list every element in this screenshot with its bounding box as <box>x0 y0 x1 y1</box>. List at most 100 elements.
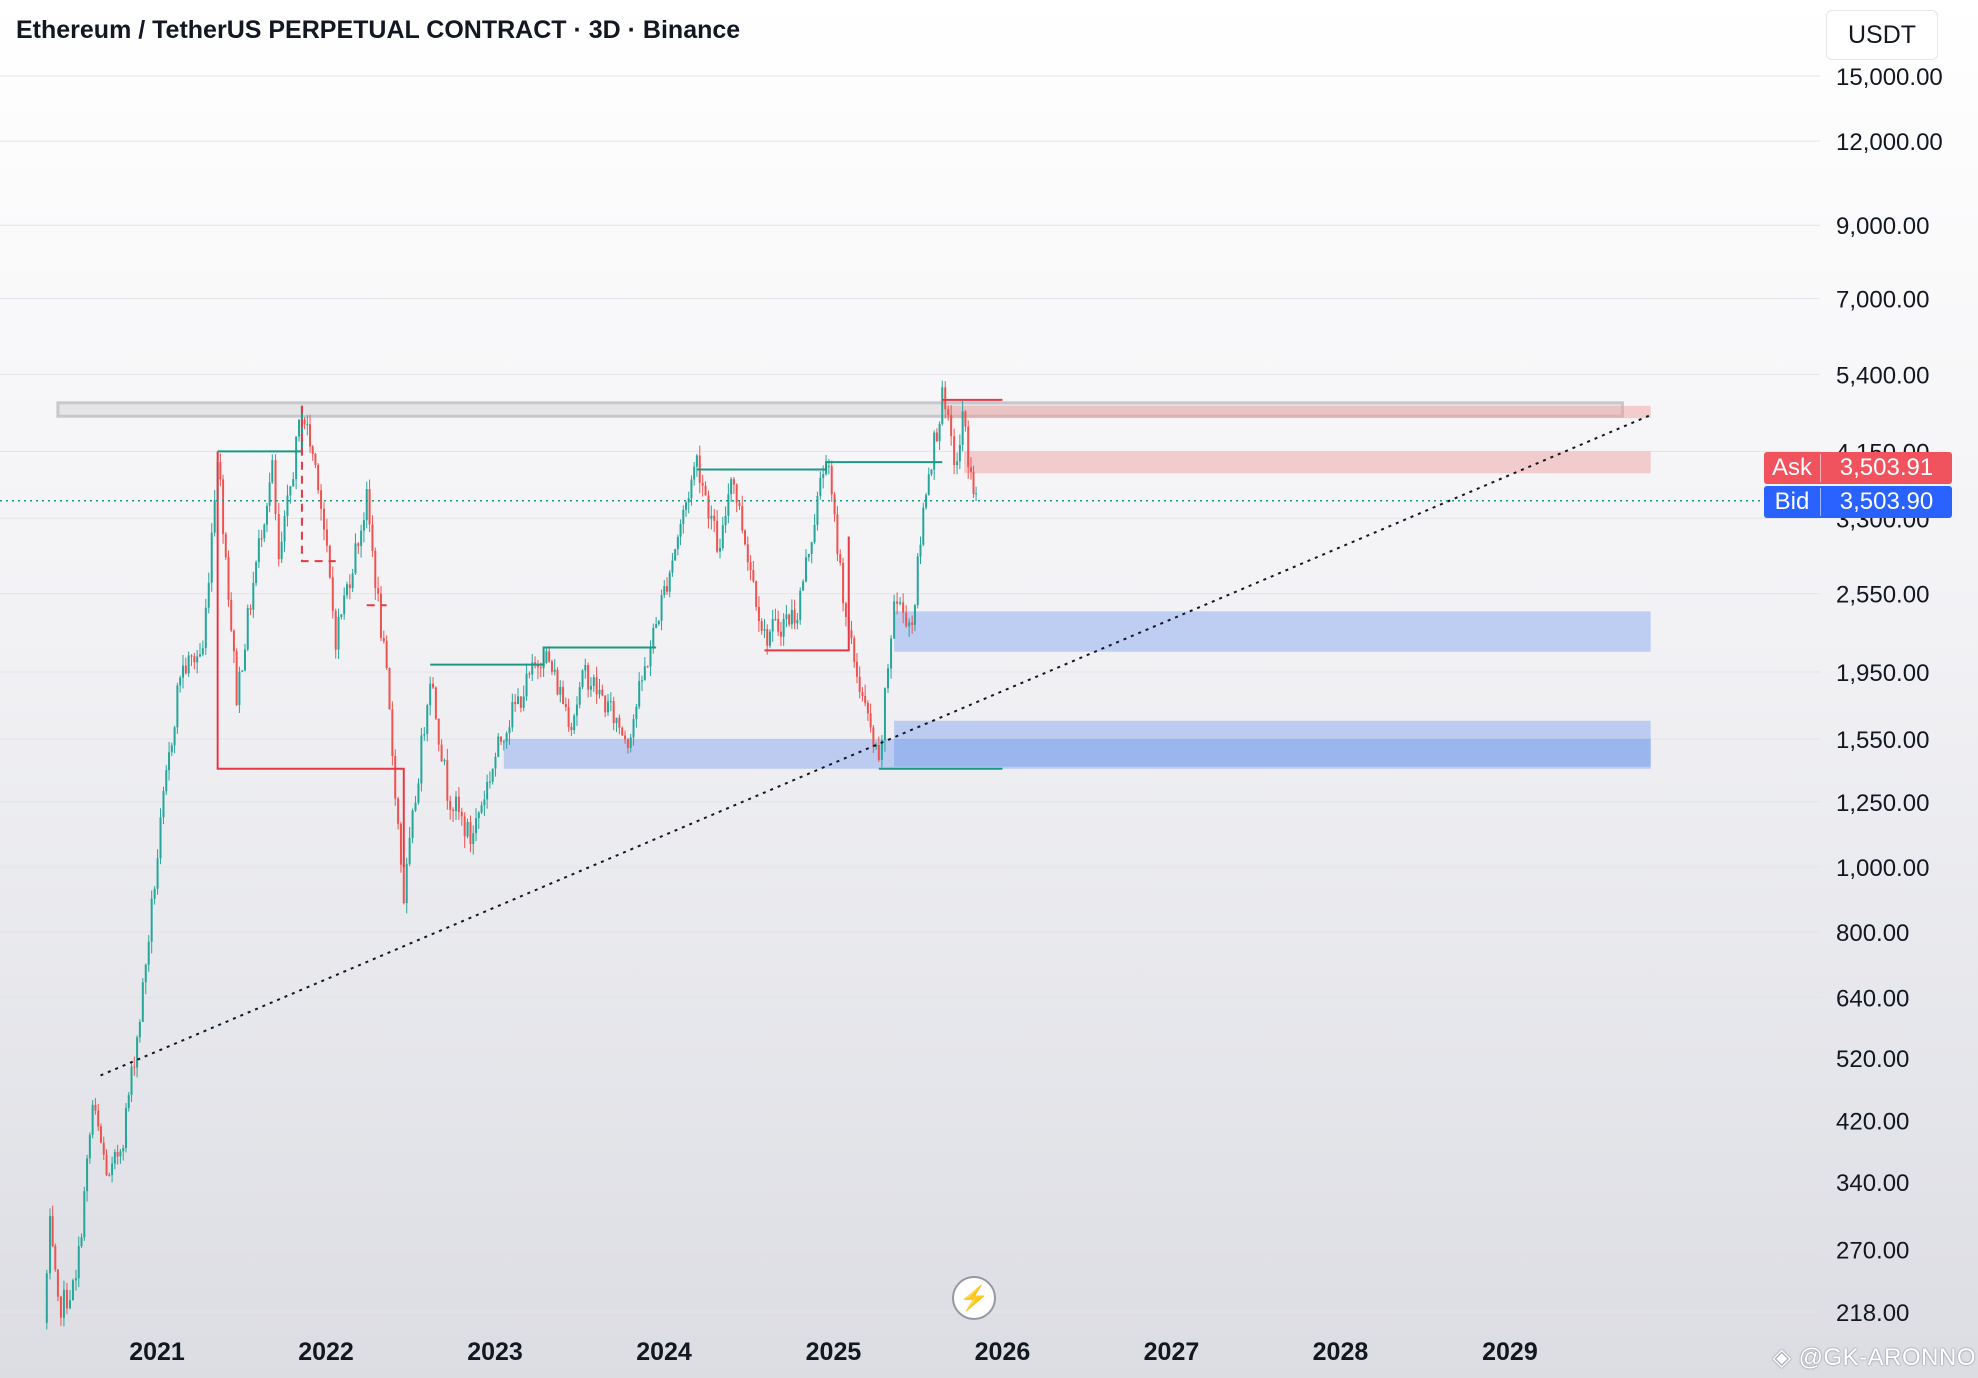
candle <box>839 549 842 566</box>
y-tick-label: 1,550.00 <box>1836 727 1929 754</box>
candle <box>883 687 886 752</box>
x-tick-label: 2021 <box>129 1338 185 1366</box>
candle <box>553 659 556 676</box>
lightning-bolt-icon[interactable]: ⚡ <box>952 1276 996 1320</box>
candle <box>589 677 592 697</box>
candle <box>866 700 869 721</box>
candle <box>570 722 573 736</box>
candle <box>777 610 780 636</box>
candle <box>170 742 173 757</box>
candle <box>771 609 774 642</box>
candle-body <box>730 479 733 495</box>
candle-body <box>260 538 263 540</box>
candle-body <box>99 1126 102 1143</box>
candle <box>224 532 227 560</box>
candle-body <box>190 655 193 657</box>
candle-body <box>144 964 147 983</box>
candle-body <box>587 665 590 690</box>
ask-value: 3,503.91 <box>1820 454 1952 482</box>
candle <box>961 400 964 452</box>
candle <box>933 430 936 480</box>
candle-body <box>663 586 666 596</box>
candle-body <box>86 1158 89 1192</box>
candle-body <box>964 411 967 427</box>
candle-body <box>268 482 271 506</box>
candle-body <box>130 1066 133 1095</box>
candle-body <box>62 1289 65 1318</box>
candle <box>311 445 314 461</box>
candle-body <box>887 668 890 689</box>
candle <box>643 657 646 681</box>
zone-red <box>945 405 1651 419</box>
candle-body <box>972 471 975 495</box>
candle-body <box>466 822 469 837</box>
currency-selector[interactable]: USDT <box>1826 10 1938 60</box>
candle-body <box>967 426 970 468</box>
candle <box>150 890 153 954</box>
candle-body <box>629 737 632 748</box>
zone-blue <box>894 611 1651 652</box>
candle-body <box>204 607 207 649</box>
candle-body <box>893 601 896 639</box>
candle <box>443 758 446 766</box>
candle-body <box>589 686 592 690</box>
candle <box>760 618 763 635</box>
candle-body <box>280 541 283 560</box>
candle-body <box>314 454 317 466</box>
candle-body <box>690 479 693 499</box>
candle <box>168 741 171 781</box>
candle-body <box>394 756 397 799</box>
candle-body <box>292 479 295 487</box>
candle <box>810 541 813 564</box>
candle <box>159 808 162 865</box>
candle <box>325 518 328 553</box>
candle <box>337 608 340 660</box>
candle <box>454 791 457 820</box>
candle <box>872 724 875 753</box>
candle <box>615 717 618 733</box>
candle-body <box>827 465 830 467</box>
candle-body <box>607 701 610 713</box>
candle <box>320 484 323 521</box>
candle <box>457 787 460 820</box>
candle-body <box>162 791 165 818</box>
candle-body <box>54 1245 57 1270</box>
candle <box>621 726 624 736</box>
candle <box>956 452 959 475</box>
candle <box>531 654 534 682</box>
candle-body <box>460 811 463 817</box>
candle-body <box>224 534 227 558</box>
candle-body <box>779 631 782 637</box>
candle <box>719 538 722 559</box>
candle-body <box>298 419 301 437</box>
candle-body <box>196 656 199 663</box>
candle <box>844 601 847 627</box>
candle-body <box>505 733 508 742</box>
candle-body <box>91 1104 94 1135</box>
candle-body <box>652 627 655 648</box>
candle <box>575 696 578 727</box>
candle-body <box>408 837 411 864</box>
candle-body <box>317 465 320 491</box>
candle <box>343 587 346 620</box>
candle <box>241 669 244 672</box>
candle <box>916 553 919 609</box>
candle <box>54 1243 57 1272</box>
candle <box>138 1019 141 1043</box>
zone-blue <box>894 720 1651 767</box>
candle <box>638 672 641 710</box>
candle <box>941 380 944 426</box>
candle <box>796 612 799 630</box>
candle-body <box>469 822 472 844</box>
candle <box>394 749 397 806</box>
y-tick-label: 270.00 <box>1836 1238 1909 1265</box>
candle-body <box>861 691 864 696</box>
candle <box>102 1136 105 1161</box>
candle <box>564 697 567 712</box>
candle-body <box>744 530 747 545</box>
candle-body <box>59 1296 62 1318</box>
x-tick-label: 2028 <box>1313 1338 1369 1366</box>
candle-body <box>362 520 365 531</box>
candle <box>437 718 440 752</box>
